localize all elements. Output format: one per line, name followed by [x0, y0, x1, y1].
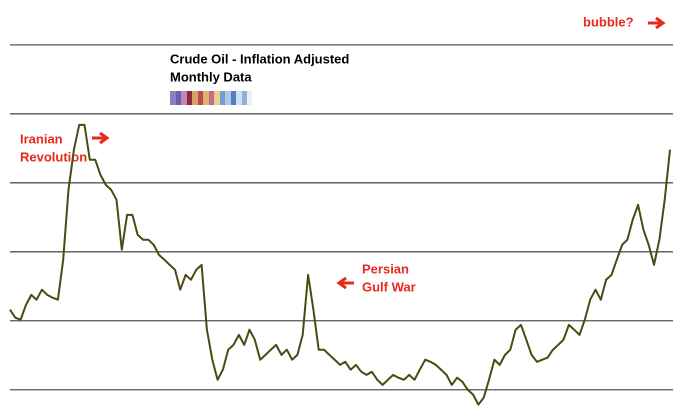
chart-title: Crude Oil - Inflation Adjusted: [170, 51, 349, 66]
annotation: bubble?: [583, 14, 634, 29]
annotation: Iranian: [20, 131, 63, 146]
arrow: [92, 131, 110, 145]
color-strip: [170, 91, 252, 105]
annotation: Persian: [362, 261, 409, 276]
chart-subtitle: Monthly Data: [170, 69, 252, 84]
grid: [10, 44, 673, 391]
annotation: Gulf War: [362, 279, 416, 294]
arrow: [648, 16, 666, 30]
price-line: [9, 123, 671, 406]
arrow: [336, 276, 354, 290]
annotation: Revolution: [20, 149, 87, 164]
